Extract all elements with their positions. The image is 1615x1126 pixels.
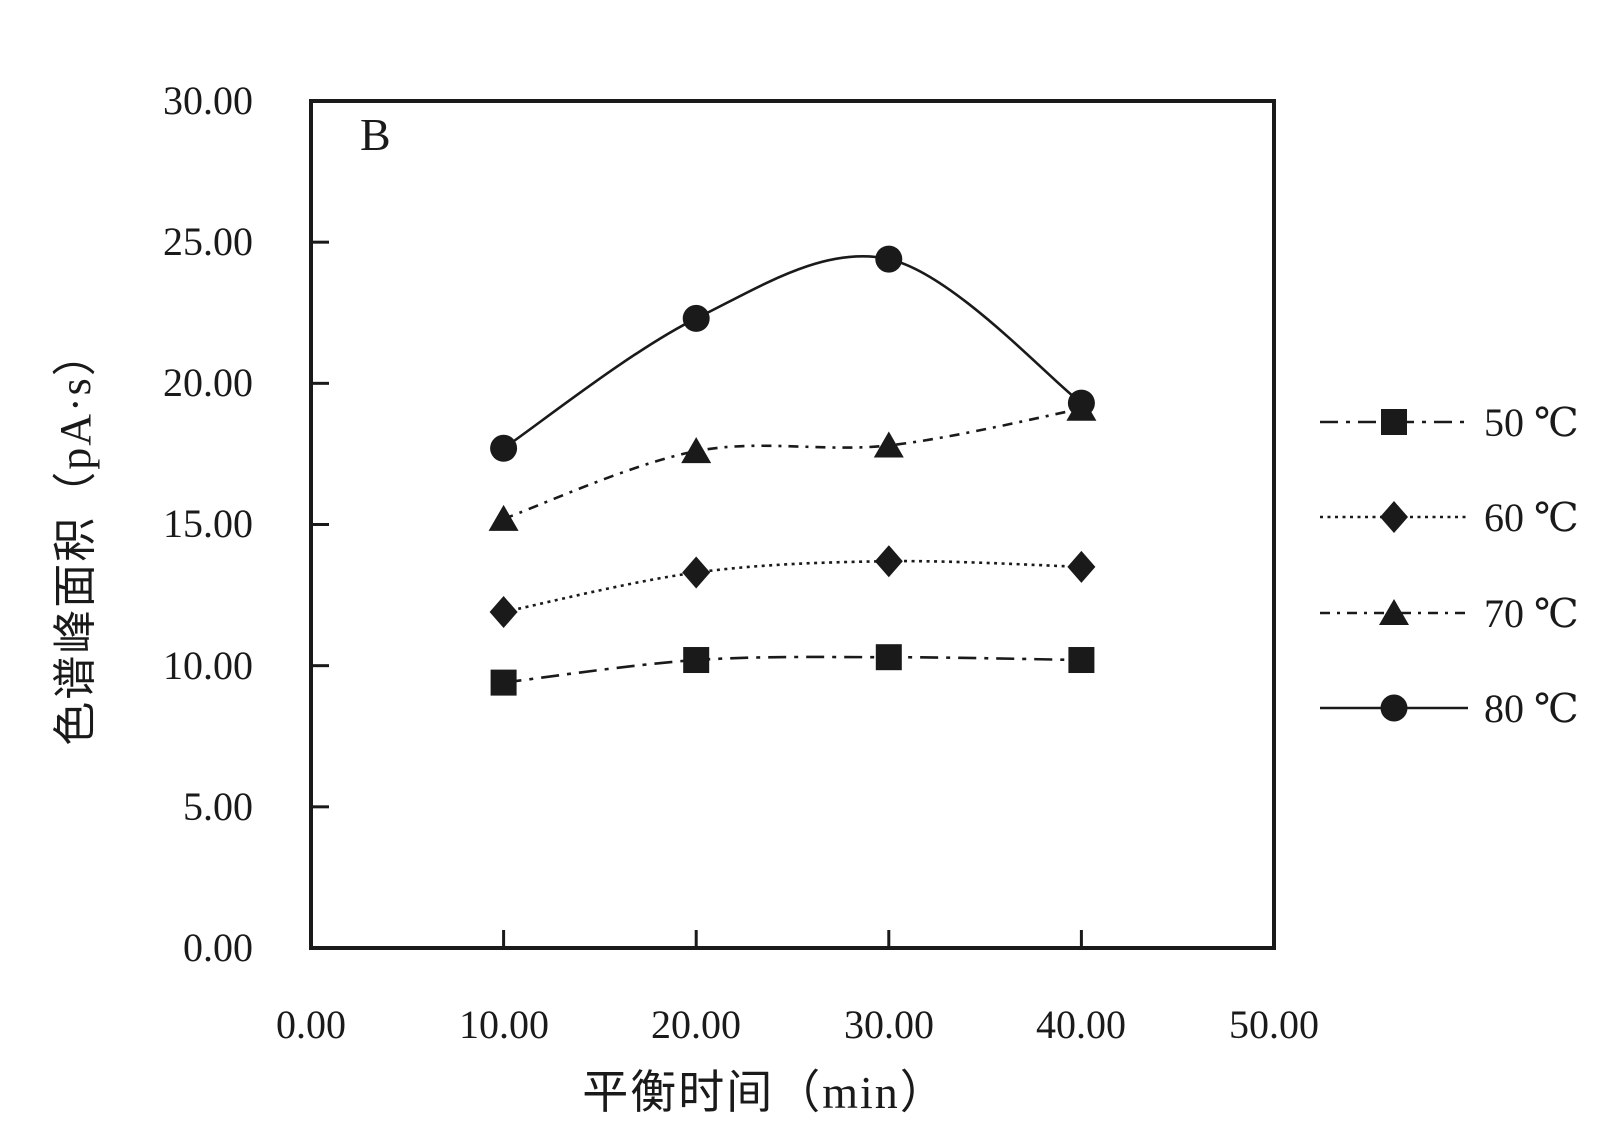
- marker-diamond-icon: [682, 556, 711, 589]
- x-tick-label: 20.00: [651, 1002, 741, 1047]
- marker-triangle-icon: [488, 504, 519, 531]
- legend-line-triangle-icon: [1320, 599, 1468, 625]
- marker-triangle-icon: [873, 431, 904, 458]
- series-line-diamond: [503, 559, 1082, 614]
- marker-circle-icon: [490, 434, 518, 462]
- legend-item-70c: 70 ℃: [1316, 589, 1579, 637]
- panel-label: B: [360, 109, 391, 160]
- x-tick-label: 10.00: [459, 1002, 549, 1047]
- marker-diamond-icon: [1380, 501, 1408, 533]
- marker-triangle-icon: [1066, 394, 1097, 421]
- marker-triangle-icon: [1379, 599, 1409, 625]
- legend-line-square-icon: [1320, 409, 1468, 435]
- y-tick-label: 15.00: [163, 501, 253, 546]
- marker-diamond-icon: [489, 596, 518, 629]
- marker-square-icon: [875, 644, 902, 671]
- series-line-triangle: [503, 407, 1082, 521]
- plot-frame: [309, 99, 1276, 950]
- series-line-circle: [502, 254, 1083, 450]
- legend-label: 50 ℃: [1484, 399, 1579, 445]
- marker-diamond-icon: [874, 545, 903, 578]
- y-tick-label: 10.00: [163, 643, 253, 688]
- marker-square-icon: [490, 669, 517, 696]
- marker-circle-icon: [682, 304, 710, 332]
- marker-circle-icon: [1067, 389, 1095, 417]
- y-tick-label: 20.00: [163, 360, 253, 405]
- marker-diamond-icon: [1067, 550, 1096, 583]
- legend-item-60c: 60 ℃: [1316, 493, 1579, 541]
- y-axis-title: 色谱峰面积（pA·s）: [51, 330, 100, 746]
- marker-triangle-icon: [681, 437, 712, 464]
- legend-item-50c: 50 ℃: [1316, 398, 1579, 446]
- series-line-square: [503, 655, 1082, 684]
- marker-square-icon: [1381, 409, 1407, 435]
- y-tick-label: 0.00: [183, 925, 253, 970]
- legend-label: 60 ℃: [1484, 494, 1579, 540]
- marker-square-icon: [1068, 647, 1095, 674]
- legend-line-diamond-icon: [1320, 501, 1468, 533]
- y-tick-label: 25.00: [163, 219, 253, 264]
- x-tick-label: 50.00: [1229, 1002, 1319, 1047]
- legend-label: 80 ℃: [1484, 685, 1579, 731]
- y-tick-label: 5.00: [183, 784, 253, 829]
- legend-item-80c: 80 ℃: [1316, 684, 1579, 732]
- x-tick-label: 30.00: [844, 1002, 934, 1047]
- marker-square-icon: [683, 647, 710, 674]
- x-tick-label: 40.00: [1036, 1002, 1126, 1047]
- legend-label: 70 ℃: [1484, 590, 1579, 636]
- x-axis-title: 平衡时间（min）: [582, 1067, 948, 1118]
- marker-circle-icon: [1380, 694, 1408, 722]
- x-tick-label: 0.00: [276, 1002, 346, 1047]
- marker-circle-icon: [875, 245, 903, 273]
- y-tick-label: 30.00: [163, 78, 253, 123]
- legend-line-circle-icon: [1320, 694, 1468, 722]
